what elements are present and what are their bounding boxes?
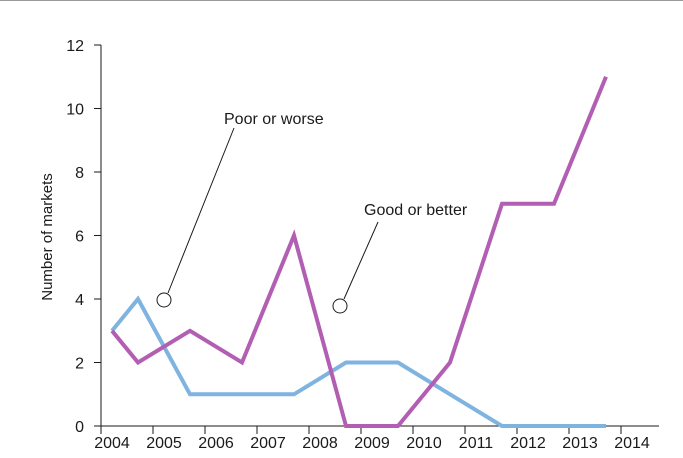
- series-line-good-or-better: [110, 76, 608, 428]
- x-tick-label: 2010: [406, 435, 442, 452]
- y-tick-label: 4: [75, 292, 84, 309]
- x-tick-label: 2004: [94, 435, 130, 452]
- series-line-poor-or-worse: [110, 295, 606, 428]
- x-tick-label: 2006: [198, 435, 234, 452]
- y-tick-label: 10: [66, 102, 84, 119]
- y-tick-label: 0: [75, 419, 84, 436]
- annotation-good-or-better-label: Good or better: [364, 202, 468, 219]
- x-tick-label: 2014: [614, 435, 650, 452]
- x-tick-label: 2005: [146, 435, 182, 452]
- y-tick-label: 12: [66, 38, 84, 55]
- annotation-poor-or-worse-leader: [167, 127, 235, 294]
- y-tick-label: 8: [75, 165, 84, 182]
- x-tick-label: 2009: [354, 435, 390, 452]
- annotation-good-or-better-marker: [332, 298, 348, 314]
- annotation-poor-or-worse-marker: [156, 292, 172, 308]
- y-tick-label: 2: [75, 356, 84, 373]
- x-tick-label: 2012: [510, 435, 546, 452]
- series-lines: [110, 76, 608, 428]
- x-tick-label: 2011: [459, 435, 494, 452]
- axes: 0 2 4 6 8 10 12 2004 2005 2006 2007 2008 2009 2010 201…: [66, 38, 659, 452]
- x-tick-label: 2007: [250, 435, 286, 452]
- x-tick-label: 2008: [302, 435, 338, 452]
- top-rule: [0, 0, 683, 1]
- y-axis-label: Number of markets: [39, 173, 56, 301]
- annotation-poor-or-worse-label: Poor or worse: [224, 111, 324, 128]
- annotation-good-or-better-leader: [343, 221, 379, 300]
- x-tick-label: 2013: [562, 435, 598, 452]
- y-tick-label: 6: [75, 229, 84, 246]
- annotations: Poor or worse Good or better: [156, 111, 468, 314]
